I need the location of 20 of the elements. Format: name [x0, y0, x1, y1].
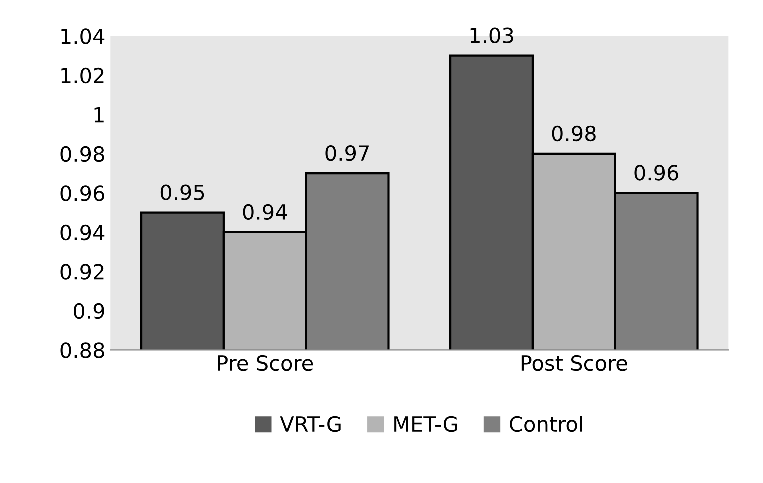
data-label: 0.94 — [243, 204, 288, 220]
data-label: 1.03 — [470, 28, 514, 44]
y-tick-label: 0.96 — [60, 186, 104, 202]
data-label: 0.96 — [634, 165, 678, 181]
legend-label: Control — [510, 416, 582, 432]
y-tick-label: 1.04 — [62, 28, 105, 44]
legend-label: VRT-G — [280, 416, 341, 432]
y-tick-label: 0.92 — [60, 264, 104, 280]
y-tick-label: 0.9 — [74, 303, 104, 320]
y-tick-label: 0.94 — [60, 224, 105, 241]
data-label: 0.95 — [160, 184, 204, 200]
y-tick-label: 1 — [94, 107, 104, 123]
y-tick-label: 0.88 — [60, 342, 104, 358]
x-tick-label: Post Score — [522, 355, 628, 372]
data-label: 0.97 — [326, 145, 369, 162]
x-tick-label: Pre Score — [218, 355, 314, 372]
data-label: 0.98 — [552, 126, 596, 142]
legend-label: MET-G — [394, 416, 458, 432]
y-tick-label: 1.02 — [62, 68, 104, 84]
y-tick-label: 0.98 — [60, 146, 104, 162]
